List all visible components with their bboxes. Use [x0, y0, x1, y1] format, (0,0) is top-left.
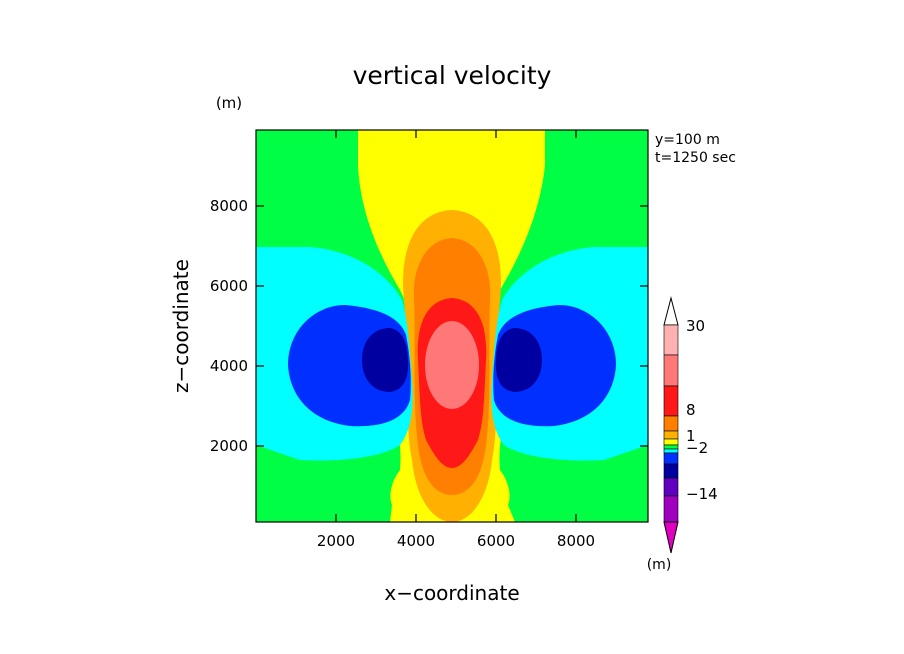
x-tick-label: 2000: [317, 532, 355, 550]
colorbar-unit: (m): [647, 557, 672, 573]
annotation-t: t=1250 sec: [655, 150, 736, 166]
colorbar-segment: [663, 452, 679, 465]
y-axis: 2000 4000 6000 8000: [210, 197, 648, 455]
colorbar-segment: [663, 448, 679, 454]
plot-frame: [255, 129, 649, 523]
x-axis-title: x−coordinate: [384, 581, 519, 605]
colorbar-segment: [663, 495, 679, 523]
y-tick-label: 2000: [210, 437, 248, 455]
colorbar-label: 8: [686, 401, 696, 419]
chart-title: vertical velocity: [353, 61, 552, 90]
x-tick-label: 6000: [477, 532, 515, 550]
x-axis: 2000 4000 6000 8000: [317, 130, 595, 550]
y-unit-label: (m): [216, 94, 242, 112]
colorbar-label: −2: [686, 439, 708, 457]
colorbar-segment: [663, 463, 679, 479]
colorbar-label: −14: [686, 485, 718, 503]
colorbar-segment: [663, 324, 679, 356]
y-tick-label: 8000: [210, 197, 248, 215]
contour-field: [256, 130, 648, 522]
contour-region-darkblue-left: [362, 328, 409, 392]
colorbar-segment: [663, 477, 679, 497]
x-tick-label: 4000: [397, 532, 435, 550]
contour-region-darkblue-right: [495, 328, 542, 392]
contour-region-pink: [425, 321, 479, 409]
x-tick-label: 8000: [557, 532, 595, 550]
colorbar-segment: [663, 438, 679, 446]
colorbar: 30 8 1−2 −14: [663, 296, 718, 554]
y-tick-label: 4000: [210, 357, 248, 375]
colorbar-segment: [663, 444, 679, 450]
colorbar-segment: [663, 430, 679, 440]
colorbar-segment: [663, 385, 679, 417]
colorbar-label: 1: [686, 427, 696, 445]
colorbar-segment: [663, 415, 679, 432]
y-axis-title: z−coordinate: [169, 259, 193, 393]
colorbar-top-arrow: [663, 296, 679, 326]
annotation-y: y=100 m: [655, 132, 720, 148]
colorbar-label: 30: [686, 317, 705, 335]
y-tick-label: 6000: [210, 277, 248, 295]
colorbar-segment: [663, 354, 679, 387]
colorbar-bottom-arrow: [663, 521, 679, 554]
